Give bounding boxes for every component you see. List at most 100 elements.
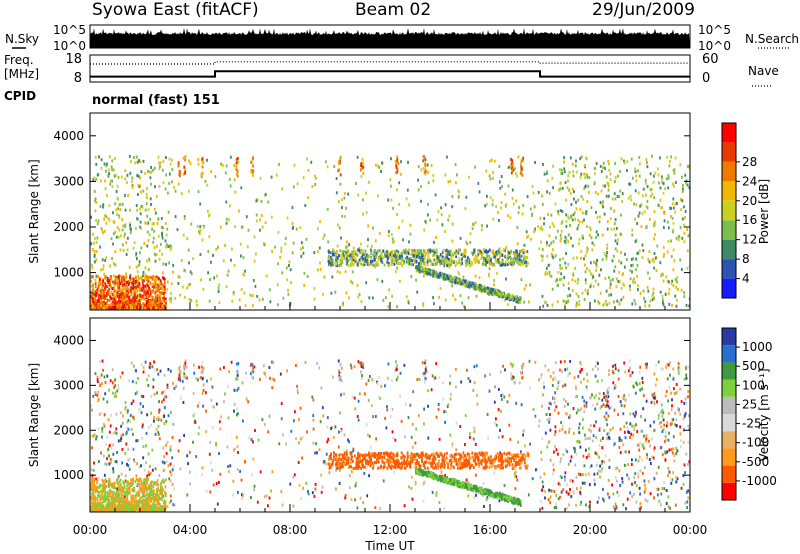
data-cell (109, 179, 112, 183)
data-cell (161, 391, 163, 395)
data-cell (144, 266, 147, 270)
data-cell (567, 374, 569, 378)
data-cell (161, 400, 163, 404)
data-cell (120, 303, 123, 307)
data-cell (602, 403, 605, 407)
data-cell (268, 414, 271, 418)
data-cell (634, 472, 637, 476)
data-cell (431, 262, 434, 266)
data-cell (664, 430, 667, 434)
data-cell (386, 254, 388, 258)
data-cell (642, 407, 645, 411)
data-cell (198, 365, 200, 369)
data-cell (486, 194, 488, 198)
data-cell (170, 300, 172, 304)
data-cell (210, 260, 212, 264)
data-cell (631, 228, 634, 232)
data-cell (633, 277, 635, 281)
data-cell (623, 159, 625, 163)
data-cell (136, 295, 138, 299)
data-cell (378, 249, 381, 252)
data-cell (491, 198, 494, 202)
data-cell (663, 211, 666, 215)
data-cell (90, 298, 92, 302)
data-cell (90, 279, 93, 283)
data-cell (128, 265, 131, 269)
data-cell (113, 294, 116, 298)
data-cell (184, 158, 187, 162)
data-cell (451, 239, 454, 243)
data-cell (675, 391, 678, 395)
data-cell (497, 408, 500, 412)
data-cell (447, 403, 450, 406)
data-cell (338, 263, 341, 267)
data-cell (341, 214, 344, 218)
data-cell (548, 417, 551, 421)
data-cell (192, 414, 195, 418)
data-cell (652, 291, 655, 295)
data-cell (103, 291, 105, 295)
data-cell (388, 263, 391, 267)
data-cell (367, 238, 369, 241)
data-cell (584, 176, 586, 180)
data-cell (552, 240, 555, 244)
data-cell (632, 433, 635, 437)
data-cell (468, 261, 471, 265)
data-cell (610, 207, 612, 211)
data-cell (555, 506, 558, 510)
data-cell (412, 250, 414, 254)
data-cell (265, 375, 268, 379)
data-cell (332, 248, 334, 252)
data-cell (633, 424, 636, 428)
data-cell (677, 371, 680, 375)
data-cell (496, 251, 499, 255)
data-cell (500, 409, 502, 413)
data-cell (574, 450, 576, 454)
data-cell (546, 190, 548, 194)
data-cell (483, 287, 485, 291)
data-cell (473, 282, 475, 286)
data-cell (670, 239, 672, 243)
data-cell (140, 297, 142, 301)
data-cell (457, 278, 459, 282)
data-cell (118, 279, 121, 283)
data-cell (464, 207, 467, 211)
data-cell (375, 251, 378, 255)
data-cell (603, 429, 606, 432)
data-cell (486, 255, 488, 259)
data-cell (133, 278, 135, 282)
data-cell (556, 300, 559, 304)
data-cell (667, 239, 670, 243)
data-cell (174, 296, 177, 300)
data-cell (320, 386, 323, 390)
data-cell (175, 385, 177, 388)
data-cell (103, 294, 106, 298)
data-cell (184, 269, 187, 273)
data-cell (398, 202, 400, 206)
data-cell (436, 258, 439, 262)
data-cell (235, 166, 238, 169)
data-cell (104, 380, 107, 384)
data-cell (369, 446, 372, 450)
data-cell (112, 467, 115, 471)
data-cell (662, 303, 665, 307)
data-cell (343, 433, 346, 437)
data-cell (651, 298, 654, 302)
data-cell (360, 262, 362, 266)
data-cell (142, 445, 145, 449)
data-cell (590, 283, 592, 287)
data-cell (610, 293, 612, 297)
data-cell (361, 253, 364, 257)
data-cell (686, 183, 689, 187)
data-cell (198, 232, 201, 235)
data-cell (113, 157, 116, 161)
data-cell (639, 204, 642, 208)
data-cell (331, 275, 334, 279)
data-cell (549, 402, 552, 406)
data-cell (120, 299, 123, 303)
data-cell (103, 299, 106, 303)
data-cell (671, 418, 674, 422)
data-cell (144, 306, 146, 310)
data-cell (342, 301, 344, 305)
data-cell (420, 168, 423, 172)
